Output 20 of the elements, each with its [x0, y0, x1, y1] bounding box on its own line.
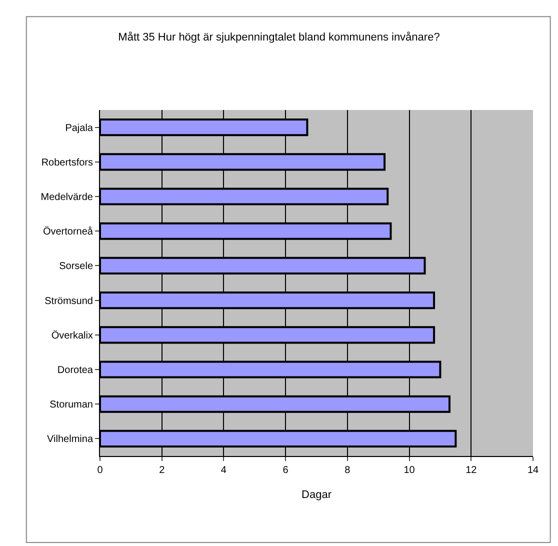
x-axis-title: Dagar: [302, 489, 332, 502]
y-tick-label: Strömsund: [44, 296, 93, 307]
y-tick-label: Medelvärde: [40, 192, 94, 203]
y-tick-label: Övertorneå: [42, 226, 94, 238]
x-tick-label: 10: [404, 465, 416, 476]
chart-title: Mått 35 Hur högt är sjukpenningtalet bland kommunens invånare?: [118, 31, 440, 44]
x-tick-label: 4: [220, 465, 227, 476]
x-tick-label: 2: [159, 465, 166, 476]
x-tick-label: 8: [344, 465, 351, 476]
x-tick-label: 14: [527, 465, 539, 476]
y-tick-label: Pajala: [65, 122, 94, 134]
y-tick-label: Överkalix: [51, 329, 93, 342]
y-tick-label: Robertsfors: [41, 157, 93, 168]
x-tick-label: 0: [97, 465, 104, 476]
y-tick-label: Sorsele: [59, 261, 94, 272]
y-tick-label: Vilhelmina: [47, 434, 94, 446]
x-tick-label: 6: [282, 465, 289, 476]
x-tick-label: 12: [466, 465, 478, 476]
y-tick-label: Storuman: [50, 400, 93, 411]
y-tick-label: Dorotea: [57, 365, 94, 376]
